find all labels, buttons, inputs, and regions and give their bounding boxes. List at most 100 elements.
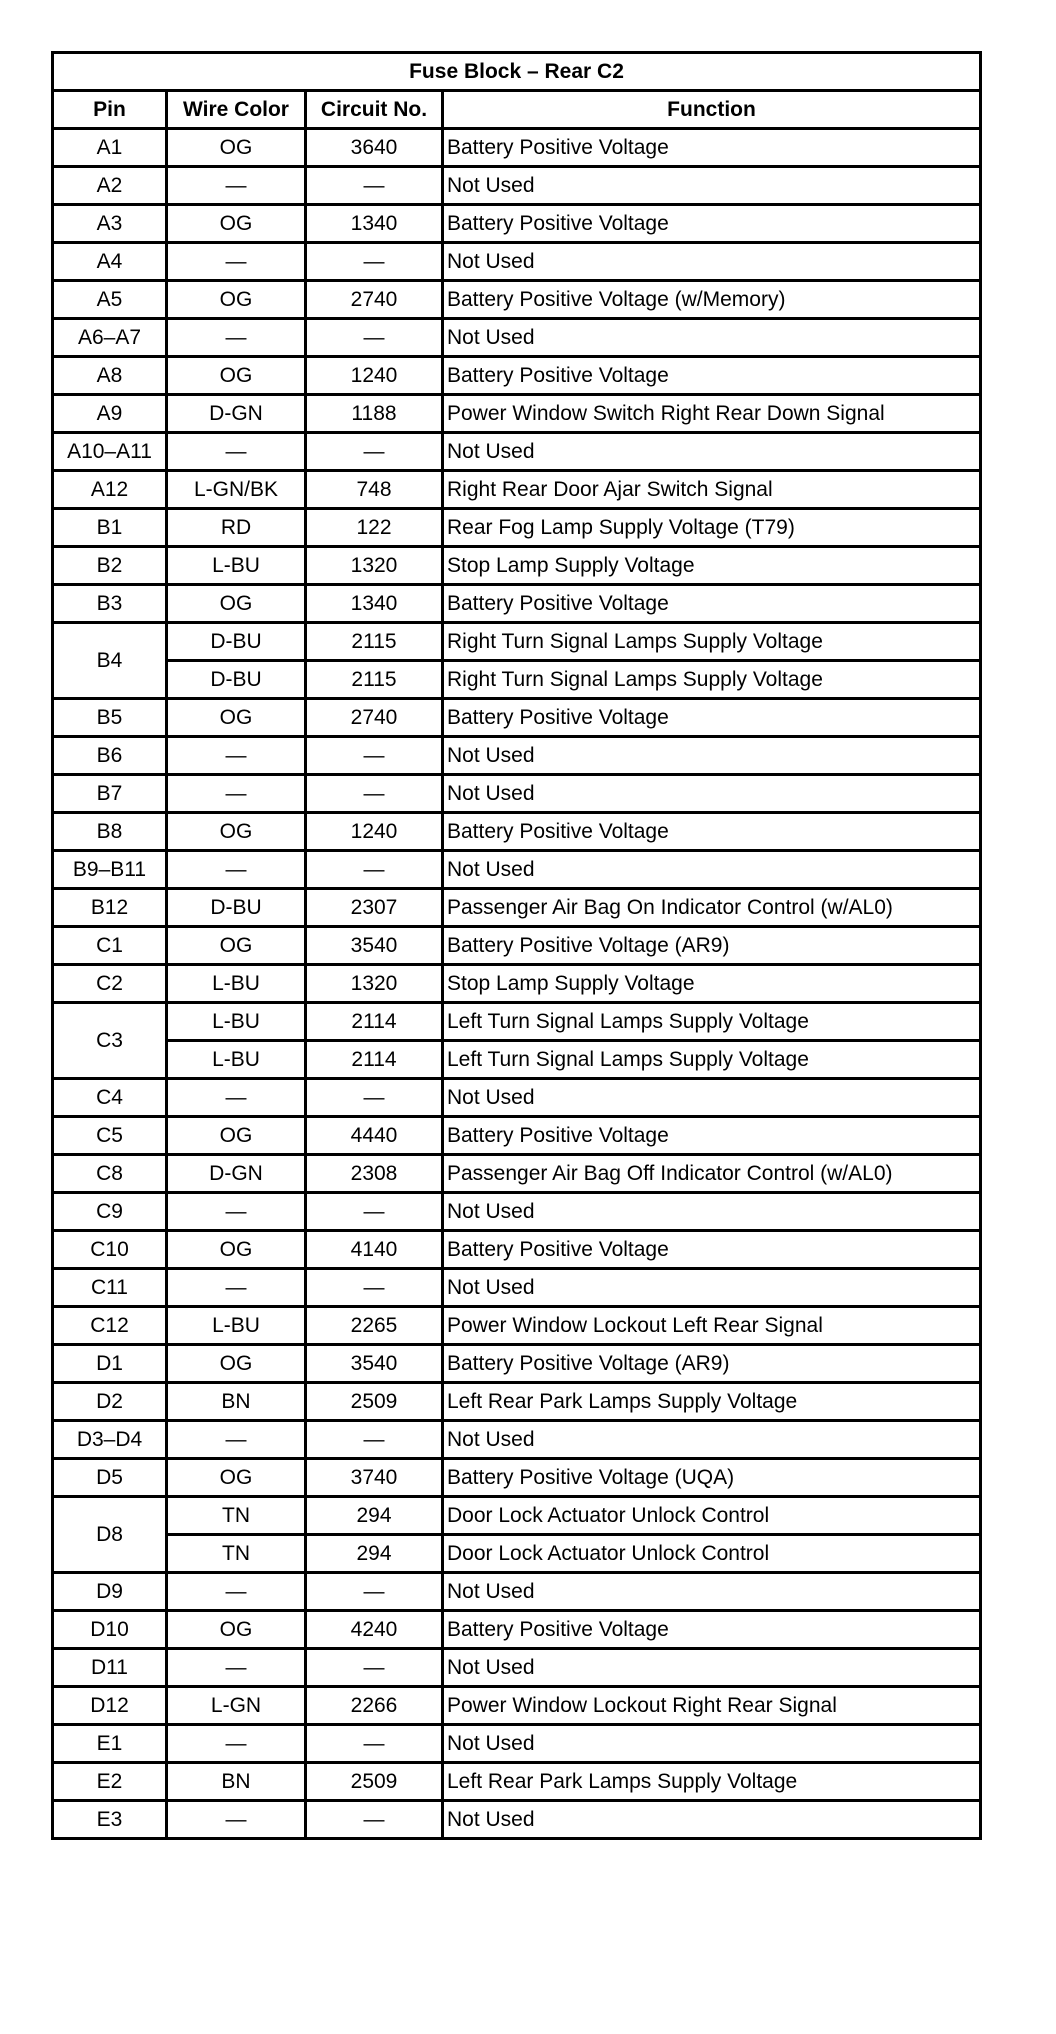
pin-cell: C12 (51, 1305, 168, 1346)
function-cell: Not Used (441, 849, 982, 890)
wire-color-cell: — (165, 317, 307, 358)
wire-color-cell: — (165, 431, 307, 472)
circuit-no-cell: — (304, 317, 444, 358)
pin-cell: A5 (51, 279, 168, 320)
wire-color-cell: TN (165, 1495, 307, 1536)
circuit-no-cell: — (304, 431, 444, 472)
function-cell: Battery Positive Voltage (441, 1229, 982, 1270)
wire-color-cell: L-BU (165, 1001, 307, 1042)
circuit-no-cell: — (304, 241, 444, 282)
table-row: D9— — Not Used (51, 1571, 982, 1612)
table-row: D-BU 2115 Right Turn Signal Lamps Supply V… (53, 659, 982, 700)
wire-color-cell: OG (165, 1609, 307, 1650)
pin-cell: A10–A11 (51, 431, 168, 472)
function-cell: Not Used (441, 1647, 982, 1688)
table-row: D10 OG 4240 Battery Positive Voltage (51, 1609, 982, 1650)
wire-color-cell: D-BU (165, 621, 307, 662)
wire-color-cell: L-BU (165, 545, 307, 586)
wire-color-cell: OG (165, 697, 307, 738)
circuit-no-cell: 122 (304, 507, 444, 548)
wire-color-cell: RD (165, 507, 307, 548)
function-cell: Door Lock Actuator Unlock Control (441, 1533, 982, 1574)
header-row: Pin Wire Color Circuit No. Function (51, 89, 982, 130)
header-wire-color: Wire Color (165, 89, 307, 130)
wire-color-cell: — (165, 1799, 307, 1840)
table-row: B5 OG 2740 Battery Positive Voltage (51, 697, 982, 738)
wire-color-cell: BN (165, 1381, 307, 1422)
function-cell: Battery Positive Voltage (w/Memory) (441, 279, 982, 320)
table-row: A5 OG 2740 Battery Positive Voltage (w/Memo… (51, 279, 982, 320)
wire-color-cell: OG (165, 279, 307, 320)
circuit-no-cell: — (304, 773, 444, 814)
header-circuit-no: Circuit No. (304, 89, 444, 130)
circuit-no-cell: 748 (304, 469, 444, 510)
function-cell: Battery Positive Voltage (441, 355, 982, 396)
wire-color-cell: OG (165, 127, 307, 168)
function-cell: Right Turn Signal Lamps Supply Voltage (441, 659, 982, 700)
wire-color-cell: OG (165, 1115, 307, 1156)
table-row: A10–A11— — Not Used (51, 431, 982, 472)
circuit-no-cell: 4240 (304, 1609, 444, 1650)
pin-cell: D2 (51, 1381, 168, 1422)
pin-cell: B4 (51, 621, 168, 700)
function-cell: Left Turn Signal Lamps Supply Voltage (441, 1039, 982, 1080)
table-row: B4 D-BU 2115 Right Turn Signal Lamps Supply… (51, 621, 982, 700)
function-cell: Door Lock Actuator Unlock Control (441, 1495, 982, 1536)
table-row: D3–D4— — Not Used (51, 1419, 982, 1460)
function-cell: Not Used (441, 1723, 982, 1764)
function-cell: Not Used (441, 1077, 982, 1118)
circuit-no-cell: 2114 (304, 1001, 444, 1042)
wire-color-cell: — (165, 1077, 307, 1118)
circuit-no-cell: — (304, 1077, 444, 1118)
pin-cell: D11 (51, 1647, 168, 1688)
wire-color-cell: — (165, 735, 307, 776)
wire-color-cell: — (165, 165, 307, 206)
circuit-no-cell: 4140 (304, 1229, 444, 1270)
table-row: D1 OG 3540 Battery Positive Voltage (AR9) (51, 1343, 982, 1384)
pin-cell: D9 (51, 1571, 168, 1612)
circuit-no-cell: 1320 (304, 963, 444, 1004)
circuit-no-cell: — (304, 1571, 444, 1612)
function-cell: Not Used (441, 241, 982, 282)
function-cell: Right Rear Door Ajar Switch Signal (441, 469, 982, 510)
table-row: TN 294 Door Lock Actuator Unlock Control (53, 1533, 982, 1574)
function-cell: Left Rear Park Lamps Supply Voltage (441, 1761, 982, 1802)
table-row: B7— — Not Used (51, 773, 982, 814)
circuit-no-cell: 3740 (304, 1457, 444, 1498)
function-cell: Stop Lamp Supply Voltage (441, 963, 982, 1004)
pin-cell: B3 (51, 583, 168, 624)
pin-cell: A8 (51, 355, 168, 396)
pin-cell: D12 (51, 1685, 168, 1726)
table-row: C9— — Not Used (51, 1191, 982, 1232)
table-row: D11— — Not Used (51, 1647, 982, 1688)
function-cell: Battery Positive Voltage (UQA) (441, 1457, 982, 1498)
pin-cell: C5 (51, 1115, 168, 1156)
table-row: B8 OG 1240 Battery Positive Voltage (51, 811, 982, 852)
table-title: Fuse Block – Rear C2 (51, 51, 982, 92)
pin-cell: C4 (51, 1077, 168, 1118)
wire-color-cell: — (165, 1419, 307, 1460)
function-cell: Not Used (441, 165, 982, 206)
table-row: B12 D-BU 2307 Passenger Air Bag On Indicato… (51, 887, 982, 928)
function-cell: Left Turn Signal Lamps Supply Voltage (441, 1001, 982, 1042)
wire-color-cell: TN (165, 1533, 307, 1574)
circuit-no-cell: 2115 (304, 659, 444, 700)
function-cell: Stop Lamp Supply Voltage (441, 545, 982, 586)
table-row: B6— — Not Used (51, 735, 982, 776)
circuit-no-cell: — (304, 1191, 444, 1232)
table-row: C3 L-BU 2114 Left Turn Signal Lamps Supply … (51, 1001, 982, 1080)
pin-cell: A9 (51, 393, 168, 434)
table-row: D2 BN 2509 Left Rear Park Lamps Supply Volt… (51, 1381, 982, 1422)
pin-cell: C2 (51, 963, 168, 1004)
circuit-no-cell: 2307 (304, 887, 444, 928)
circuit-no-cell: 1320 (304, 545, 444, 586)
wire-color-cell: — (165, 1647, 307, 1688)
table-row: A2— — Not Used (51, 165, 982, 206)
circuit-no-cell: 2509 (304, 1381, 444, 1422)
wire-color-cell: D-GN (165, 1153, 307, 1194)
table-row: A3 OG 1340 Battery Positive Voltage (51, 203, 982, 244)
circuit-no-cell: 1240 (304, 355, 444, 396)
table-row: A12 L-GN/BK 748 Right Rear Door Ajar Switch… (51, 469, 982, 510)
wire-color-cell: D-GN (165, 393, 307, 434)
table-row: E2 BN 2509 Left Rear Park Lamps Supply Volt… (51, 1761, 982, 1802)
